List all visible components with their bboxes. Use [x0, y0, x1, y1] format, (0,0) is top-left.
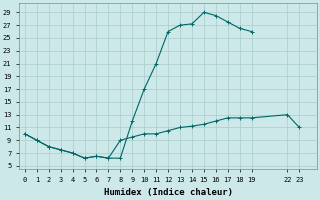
- X-axis label: Humidex (Indice chaleur): Humidex (Indice chaleur): [104, 188, 233, 197]
